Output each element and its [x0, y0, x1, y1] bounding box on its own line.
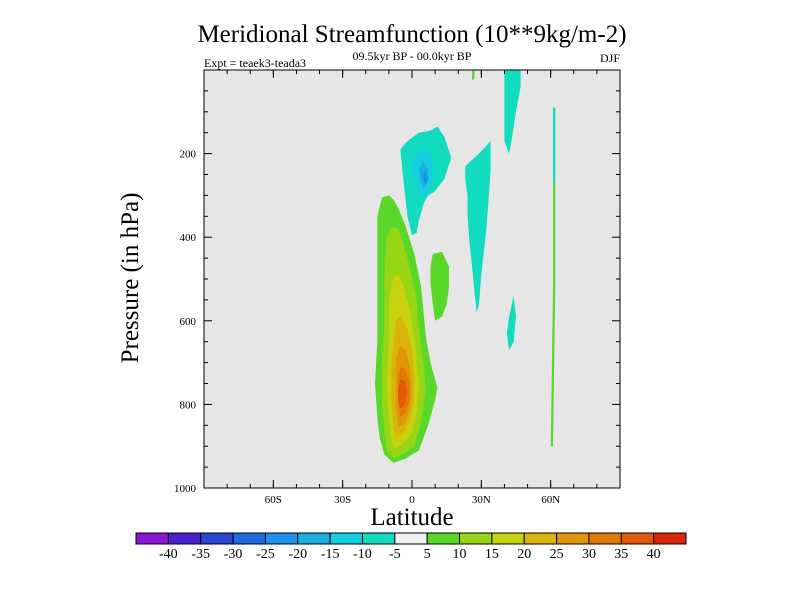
x-tick-label: 0 — [409, 494, 415, 506]
colorbar-label: -35 — [191, 547, 210, 562]
colorbar-swatch — [135, 532, 169, 545]
x-tick-label: 30N — [472, 494, 491, 506]
x-axis-title: Latitude — [370, 504, 453, 531]
colorbar-label: -20 — [288, 547, 307, 562]
contour-pos-line-62n — [550, 182, 556, 447]
colorbar-swatch — [361, 532, 396, 545]
x-tick-label: 60S — [265, 494, 282, 506]
colorbar-label: 15 — [485, 547, 499, 562]
chart-period: 09.5kyr BP - 00.0kyr BP — [353, 49, 472, 63]
y-tick-label: 800 — [180, 399, 197, 411]
contour-mid-lat-band-5 — [430, 251, 449, 321]
contour-pos-thin-25n — [472, 70, 475, 81]
colorbar-swatch — [232, 532, 266, 545]
colorbar-label: 10 — [453, 547, 467, 562]
colorbar-label: -30 — [224, 547, 243, 562]
colorbar-label: -5 — [389, 547, 401, 562]
y-axis-title: Pressure (in hPa) — [117, 193, 144, 364]
colorbar-swatch — [297, 532, 331, 545]
colorbar-swatch — [620, 532, 655, 545]
x-tick-label: 30S — [334, 494, 351, 506]
colorbar-swatch — [459, 532, 493, 545]
colorbar-swatch — [200, 532, 234, 545]
ticks-layer: 60S 30S 0 30N 60N 200 400 600 800 1000 — [174, 70, 620, 506]
colorbar-label: -15 — [321, 547, 340, 562]
season-label: DJF — [600, 51, 620, 65]
chart-title: Meridional Streamfunction (10**9kg/m-2) — [197, 21, 626, 48]
contour-upper-neg-20 — [423, 170, 429, 185]
contour-layer — [375, 70, 556, 463]
colorbar-swatch — [329, 532, 363, 545]
colorbar-label: -10 — [353, 547, 372, 562]
colorbar-label: 25 — [550, 547, 564, 562]
y-tick-label: 200 — [180, 149, 197, 161]
contour-neg-spot-45n — [506, 295, 516, 351]
experiment-label: Expt = teaek3-teada3 — [204, 56, 306, 70]
colorbar-swatch — [167, 532, 202, 545]
colorbar-label: -40 — [159, 547, 178, 562]
colorbar: -40 -35 -30 -25 -20 -15 -10 -5 5 10 15 20 25 30 35 40 — [135, 532, 687, 562]
colorbar-swatch — [426, 532, 461, 545]
colorbar-label: 40 — [647, 547, 661, 562]
contour-neg-line-62n — [553, 107, 556, 183]
colorbar-swatch — [523, 532, 558, 545]
colorbar-label: 5 — [424, 547, 431, 562]
colorbar-swatch — [588, 532, 622, 545]
colorbar-label: 35 — [614, 547, 628, 562]
y-tick-label: 400 — [180, 232, 197, 244]
colorbar-swatch — [491, 532, 525, 545]
colorbar-label: 30 — [582, 547, 596, 562]
colorbar-label: -25 — [256, 547, 275, 562]
contour-positive-cell-35 — [398, 379, 408, 409]
x-tick-label: 60N — [541, 494, 560, 506]
contour-high-neg-strip — [504, 70, 521, 154]
y-tick-label: 1000 — [174, 483, 197, 495]
y-tick-label: 600 — [180, 316, 197, 328]
colorbar-swatch — [264, 532, 299, 545]
colorbar-swatch — [653, 532, 687, 545]
colorbar-swatch — [394, 532, 428, 545]
colorbar-label: 20 — [517, 547, 531, 562]
colorbar-swatch — [556, 532, 590, 545]
contour-neg-column-30n — [465, 141, 491, 313]
